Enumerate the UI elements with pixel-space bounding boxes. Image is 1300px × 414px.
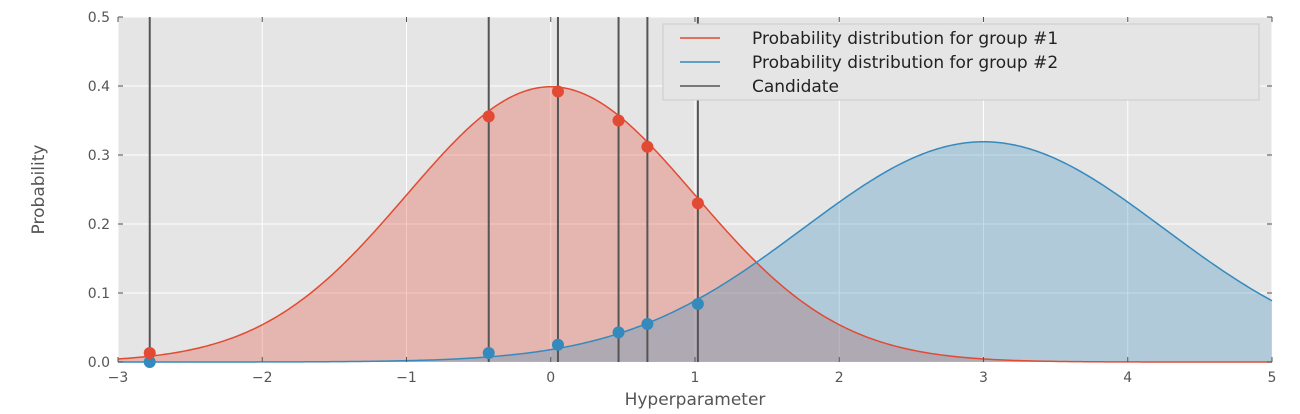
candidate-marker-group-2-3 xyxy=(612,326,625,339)
x-tick-label-5: 2 xyxy=(835,370,844,386)
x-axis-label: Hyperparameter xyxy=(625,390,766,410)
area-group-2 xyxy=(118,141,1272,362)
legend-label-candidate: Candidate xyxy=(752,77,839,97)
candidate-marker-group-1-4 xyxy=(641,140,654,153)
y-tick-label-2: 0.2 xyxy=(88,217,110,233)
area-group-1 xyxy=(118,86,1272,362)
candidate-markers xyxy=(143,85,704,368)
legend-label-group-2: Probability distribution for group #2 xyxy=(752,53,1058,73)
x-tick-label-7: 4 xyxy=(1123,370,1132,386)
candidate-marker-group-2-1 xyxy=(482,347,495,360)
candidate-marker-group-1-2 xyxy=(551,85,564,98)
candidate-marker-group-2-4 xyxy=(641,318,654,331)
candidate-marker-group-2-2 xyxy=(551,338,564,351)
y-tick-label-3: 0.3 xyxy=(88,148,110,164)
candidate-marker-group-1-5 xyxy=(691,197,704,210)
x-tick-label-0: −3 xyxy=(108,370,129,386)
curve-group-1 xyxy=(117,85,1272,363)
y-axis-label: Probability xyxy=(29,145,49,235)
x-tick-label-8: 5 xyxy=(1268,370,1277,386)
legend: Probability distribution for group #1 Pr… xyxy=(662,23,1260,101)
x-tick-label-3: 0 xyxy=(546,370,555,386)
axis-ticks: −3 −2 −1 0 1 2 3 4 5 0.0 0.1 0.2 0.3 0.4 0.5 xyxy=(88,10,1277,386)
y-tick-label-4: 0.4 xyxy=(88,79,110,95)
legend-label-group-1: Probability distribution for group #1 xyxy=(752,29,1058,49)
y-tick-label-5: 0.5 xyxy=(88,10,110,26)
y-tick-label-1: 0.1 xyxy=(88,286,110,302)
x-tick-label-1: −2 xyxy=(252,370,273,386)
candidate-marker-group-1-0 xyxy=(143,347,156,360)
x-tick-label-4: 1 xyxy=(691,370,700,386)
candidate-marker-group-1-3 xyxy=(612,114,625,127)
y-tick-label-0: 0.0 xyxy=(88,355,110,371)
x-tick-label-6: 3 xyxy=(979,370,988,386)
candidate-marker-group-2-5 xyxy=(691,298,704,311)
candidate-marker-group-2-0 xyxy=(143,356,156,368)
legend-box xyxy=(662,23,1260,101)
candidate-marker-group-1-1 xyxy=(482,110,495,123)
distribution-areas xyxy=(118,86,1272,362)
x-tick-label-2: −1 xyxy=(396,370,417,386)
